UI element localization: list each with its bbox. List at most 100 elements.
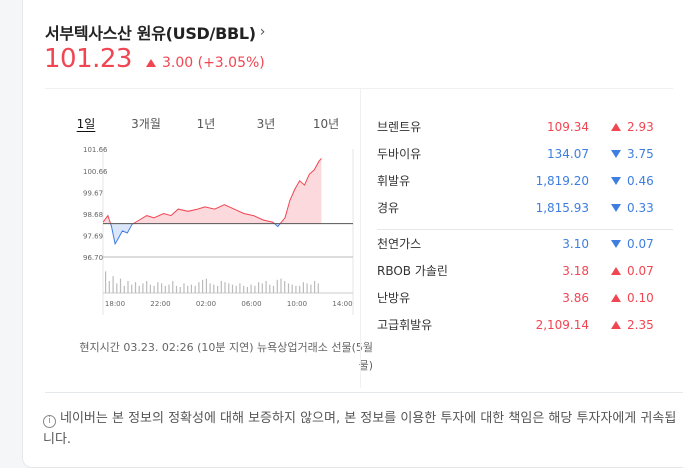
commodity-change-value: 2.93 <box>627 119 654 134</box>
commodity-change: 3.75 <box>611 147 654 161</box>
volume-bar <box>246 287 248 293</box>
triangle-down-icon <box>611 149 621 158</box>
volume-bar <box>183 283 185 293</box>
y-tick-label: 97.69 <box>83 232 103 240</box>
triangle-up-icon <box>145 59 156 67</box>
commodity-row[interactable]: 난방유 3.86 0.10 <box>377 284 673 311</box>
commodity-change: 0.07 <box>611 264 654 278</box>
commodity-row[interactable]: 두바이유 134.07 3.75 <box>377 140 673 167</box>
volume-bar <box>112 276 114 293</box>
disclaimer-text: 네이버는 본 정보의 정확성에 대해 보증하지 않으며, 본 정보를 이용한 투… <box>43 411 677 447</box>
volume-bar <box>302 282 304 293</box>
title-link[interactable]: 서부텍사스산 원유(USD/BBL) › <box>45 20 265 44</box>
commodity-change-value: 0.07 <box>627 236 654 251</box>
volume-bar <box>276 279 278 293</box>
commodity-change: 2.93 <box>611 120 654 134</box>
divider <box>360 88 361 388</box>
tab-3m[interactable]: 3개월 <box>131 117 161 131</box>
page-title[interactable]: 서부텍사스산 원유(USD/BBL) <box>45 24 256 43</box>
commodity-change: 0.33 <box>611 201 654 215</box>
commodity-row[interactable]: 천연가스 3.10 0.07 <box>377 230 673 257</box>
oil-group: 브렌트유 109.34 2.93 두바이유 134.07 3.75 휘발유 1,819.20 0… <box>377 113 673 221</box>
commodity-change-value: 2.35 <box>627 317 654 332</box>
current-price: 101.23 <box>44 44 132 74</box>
commodity-name[interactable]: 고급휘발유 <box>377 318 433 332</box>
tab-3y[interactable]: 3년 <box>256 117 276 131</box>
volume-bar <box>105 271 107 293</box>
commodity-price: 3.18 <box>562 263 589 278</box>
triangle-down-icon <box>611 203 621 212</box>
volume-bar <box>310 284 312 293</box>
commodity-row[interactable]: RBOB 가솔린 3.18 0.07 <box>377 257 673 284</box>
commodity-price: 134.07 <box>547 146 589 161</box>
commodity-row[interactable]: 브렌트유 109.34 2.93 <box>377 113 673 140</box>
triangle-up-icon <box>611 266 621 275</box>
commodity-change-value: 0.46 <box>627 173 654 188</box>
period-tabs: 1일 3개월 1년 3년 10년 <box>61 115 351 132</box>
volume-bar <box>190 284 192 293</box>
triangle-down-icon <box>611 239 621 248</box>
commodity-name[interactable]: 휘발유 <box>377 174 411 188</box>
volume-bar <box>295 285 297 293</box>
price-line-up <box>103 158 322 224</box>
volume-bar <box>198 282 200 293</box>
volume-bar <box>146 281 148 293</box>
volume-bar <box>269 284 271 293</box>
commodity-change-value: 0.10 <box>627 290 654 305</box>
y-tick-label: 96.70 <box>83 254 103 262</box>
y-tick-label: 98.68 <box>83 211 103 219</box>
volume-bar <box>299 285 301 293</box>
x-tick-label: 22:00 <box>150 300 170 308</box>
commodity-change: 0.46 <box>611 174 654 188</box>
price-change-value: 3.00 (+3.05%) <box>161 55 265 71</box>
volume-bar <box>187 285 189 293</box>
volume-bar <box>157 282 159 293</box>
triangle-up-icon <box>611 320 621 329</box>
commodity-name[interactable]: RBOB 가솔린 <box>377 264 448 278</box>
triangle-up-icon <box>611 293 621 302</box>
volume-bar <box>161 283 163 293</box>
commodity-change-value: 0.07 <box>627 263 654 278</box>
volume-bar <box>224 282 226 293</box>
tab-1d[interactable]: 1일 <box>76 117 96 131</box>
commodity-row[interactable]: 휘발유 1,819.20 0.46 <box>377 167 673 194</box>
volume-bar <box>108 281 110 293</box>
price-row: 101.23 3.00 (+3.05%) <box>44 44 265 74</box>
volume-bar <box>306 283 308 293</box>
commodity-row[interactable]: 경유 1,815.93 0.33 <box>377 194 673 221</box>
volume-bar <box>317 283 319 293</box>
volume-bar <box>265 281 267 293</box>
tab-1y[interactable]: 1년 <box>196 117 216 131</box>
commodity-change-value: 3.75 <box>627 146 654 161</box>
commodity-price: 109.34 <box>547 119 589 134</box>
commodity-change: 0.07 <box>611 237 654 251</box>
volume-bar <box>131 284 133 293</box>
commodity-price: 3.86 <box>562 290 589 305</box>
commodity-name[interactable]: 경유 <box>377 201 400 215</box>
y-tick-label: 99.67 <box>83 189 103 197</box>
volume-bar <box>175 285 178 293</box>
volume-bar <box>123 285 125 293</box>
volume-bar <box>228 283 230 293</box>
volume-bar <box>235 285 237 293</box>
x-tick-label: 18:00 <box>105 300 125 308</box>
chevron-right-icon[interactable]: › <box>259 24 266 40</box>
price-chart[interactable]: 101.66 100.66 99.67 98.68 97.69 96.70 18:00 22:… <box>45 145 361 315</box>
x-tick-label: 02:00 <box>196 300 216 308</box>
volume-bar <box>231 284 234 293</box>
commodity-price: 2,109.14 <box>535 317 589 332</box>
commodity-name[interactable]: 두바이유 <box>377 147 422 161</box>
commodity-row[interactable]: 고급휘발유 2,109.14 2.35 <box>377 311 673 338</box>
chart-pane: 1일 3개월 1년 3년 10년 101.66 100.66 99.67 98.68 9… <box>45 88 373 388</box>
volume-bar <box>119 278 122 293</box>
y-tick-label: 101.66 <box>83 146 108 154</box>
volume-bar <box>209 283 211 293</box>
tab-10y[interactable]: 10년 <box>312 117 340 131</box>
oil-price-card: 서부텍사스산 원유(USD/BBL) › 101.23 3.00 (+3.05%… <box>22 0 683 468</box>
commodity-name[interactable]: 난방유 <box>377 291 411 305</box>
commodity-name[interactable]: 천연가스 <box>377 237 422 251</box>
chart-footnote: 현지시간 03.23. 02:26 (10분 지연) 뉴욕상업거래소 선물(5월… <box>79 341 373 372</box>
commodity-name[interactable]: 브렌트유 <box>377 120 422 134</box>
triangle-down-icon <box>611 176 621 185</box>
disclaimer: i 네이버는 본 정보의 정확성에 대해 보증하지 않으며, 본 정보를 이용한 … <box>43 408 683 450</box>
